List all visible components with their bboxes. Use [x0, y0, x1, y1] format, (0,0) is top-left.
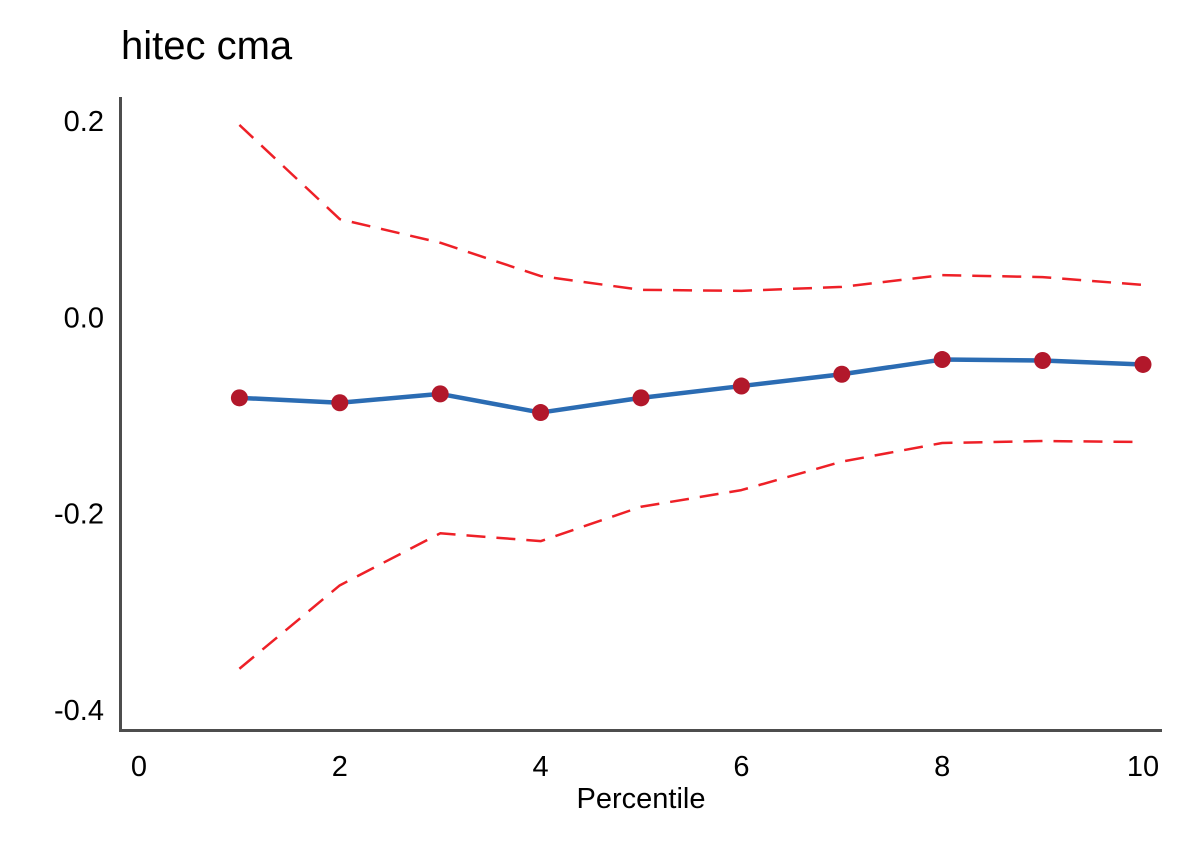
upper-ci-line [238, 124, 1144, 293]
estimate-point [532, 404, 550, 422]
x-tick-label: 0 [131, 751, 147, 783]
estimate-point [331, 394, 349, 412]
x-tick-label: 4 [533, 751, 549, 783]
y-tick-label: 0.0 [64, 302, 104, 334]
x-axis-title: Percentile [576, 783, 706, 815]
lower-ci-line [238, 439, 1144, 670]
y-tick-label: 0.2 [64, 106, 104, 138]
estimate-point [632, 389, 650, 407]
estimate-point [833, 365, 851, 383]
x-tick-label: 2 [332, 751, 348, 783]
estimate-line [237, 357, 1146, 415]
estimate-point [1134, 355, 1152, 373]
x-tick-label: 10 [1127, 751, 1159, 783]
estimate-point [732, 377, 750, 395]
estimate-point [230, 389, 248, 407]
x-tick-label: 6 [733, 751, 749, 783]
y-tick-label: -0.4 [54, 695, 104, 727]
x-tick-label: 8 [934, 751, 950, 783]
estimate-point [1034, 352, 1052, 370]
y-tick-label: -0.2 [54, 499, 104, 531]
chart-title: hitec cma [121, 24, 293, 68]
estimate-point [933, 351, 951, 369]
estimate-point [431, 385, 449, 403]
